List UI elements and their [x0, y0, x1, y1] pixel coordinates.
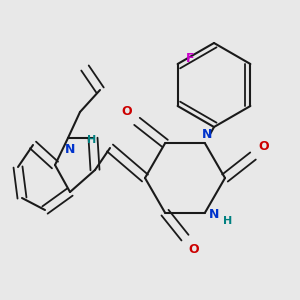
Text: O: O — [258, 140, 268, 153]
Text: F: F — [186, 52, 194, 65]
Text: H: H — [87, 135, 96, 145]
Text: O: O — [188, 243, 199, 256]
Text: N: N — [202, 128, 212, 141]
Text: N: N — [65, 143, 75, 156]
Text: H: H — [223, 216, 232, 226]
Text: N: N — [209, 208, 219, 221]
Text: O: O — [122, 105, 132, 119]
